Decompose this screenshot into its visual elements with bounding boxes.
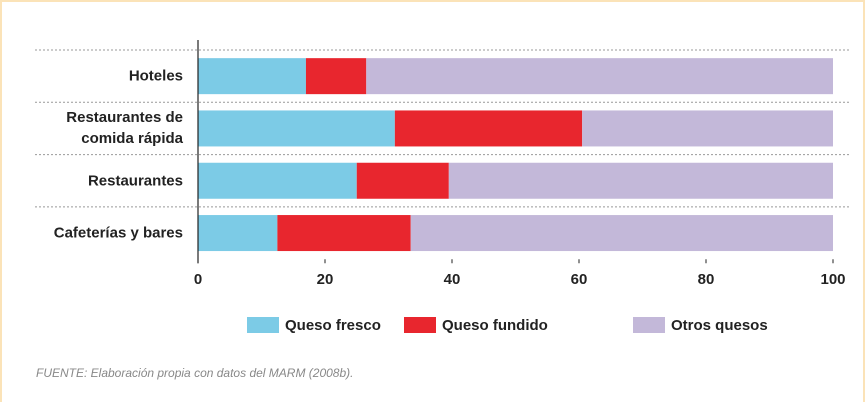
- legend-label: Queso fundido: [442, 317, 548, 334]
- x-tick-label: 0: [194, 271, 202, 288]
- x-tick-label: 100: [820, 271, 845, 288]
- x-tick-label: 80: [698, 271, 715, 288]
- x-tick-label: 20: [317, 271, 334, 288]
- bar-segment: [198, 58, 306, 95]
- bar-segment: [198, 162, 357, 199]
- source-note: FUENTE: Elaboración propia con datos del…: [36, 366, 354, 380]
- legend-label: Otros quesos: [671, 317, 768, 334]
- bar-segment: [582, 110, 833, 147]
- bar-segment: [305, 58, 367, 95]
- bar-segment: [448, 162, 833, 199]
- legend-swatch: [404, 317, 436, 333]
- x-tick-label: 40: [444, 271, 461, 288]
- category-label: Restaurantes de comida rápida: [66, 109, 183, 148]
- bar-segment: [198, 215, 278, 252]
- category-label: Restaurantes: [87, 172, 183, 190]
- legend-swatch: [247, 317, 279, 333]
- category-label: Hoteles: [128, 67, 183, 85]
- bar-segment: [410, 215, 833, 252]
- bar-segment: [277, 215, 411, 252]
- bar-segment: [394, 110, 583, 147]
- legend-swatch: [633, 317, 665, 333]
- category-label: Cafeterías y bares: [53, 224, 183, 242]
- x-tick-label: 60: [571, 271, 588, 288]
- legend-label: Queso fresco: [285, 317, 381, 334]
- bar-segment: [198, 110, 395, 147]
- bar-segment: [356, 162, 449, 199]
- bar-segment: [366, 58, 833, 95]
